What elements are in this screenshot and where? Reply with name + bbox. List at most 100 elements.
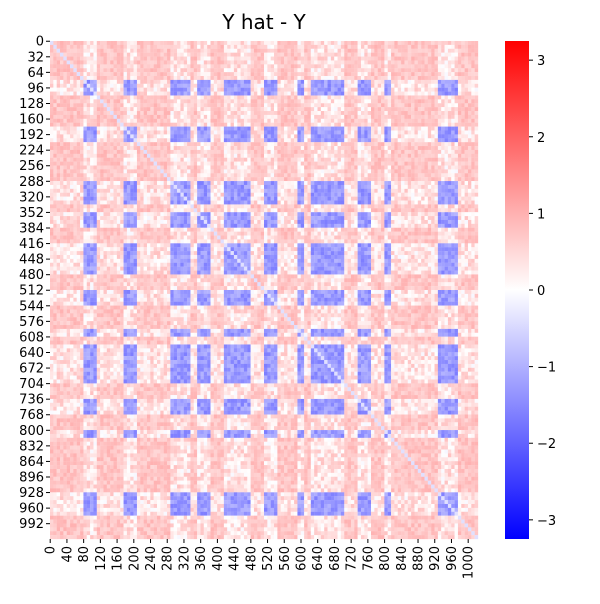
heatmap-cell <box>294 181 297 185</box>
heatmap-cell <box>211 45 214 49</box>
heatmap-cell <box>194 130 197 134</box>
heatmap-cell <box>150 72 153 76</box>
heatmap-cell <box>50 68 53 72</box>
heatmap-cell <box>224 142 227 146</box>
heatmap-cell <box>77 154 80 158</box>
heatmap-cell <box>144 134 147 138</box>
heatmap-cell <box>120 107 123 111</box>
heatmap-cell <box>344 134 347 138</box>
heatmap-cell <box>411 45 414 49</box>
heatmap-cell <box>441 166 444 170</box>
heatmap-cell <box>304 41 307 45</box>
heatmap-cell <box>468 92 471 96</box>
heatmap-cell <box>374 150 377 154</box>
heatmap-cell <box>304 150 307 154</box>
heatmap-cell <box>334 76 337 80</box>
heatmap-cell <box>287 53 290 57</box>
heatmap-cell <box>378 162 381 166</box>
heatmap-cell <box>107 173 110 177</box>
heatmap-cell <box>147 142 150 146</box>
heatmap-cell <box>87 107 90 111</box>
heatmap-cell <box>441 158 444 162</box>
heatmap-cell <box>438 138 441 142</box>
heatmap-cell <box>334 64 337 68</box>
heatmap-cell <box>247 64 250 68</box>
heatmap-cell <box>307 185 310 189</box>
heatmap-cell <box>261 45 264 49</box>
heatmap-cell <box>100 92 103 96</box>
heatmap-cell <box>398 166 401 170</box>
heatmap-cell <box>174 76 177 80</box>
heatmap-cell <box>144 142 147 146</box>
heatmap-cell <box>73 127 76 131</box>
heatmap-cell <box>471 166 474 170</box>
heatmap-cell <box>221 115 224 119</box>
heatmap-cell <box>331 72 334 76</box>
heatmap-cell <box>364 45 367 49</box>
heatmap-cell <box>291 127 294 131</box>
heatmap-cell <box>431 68 434 72</box>
heatmap-cell <box>70 189 73 193</box>
heatmap-cell <box>324 185 327 189</box>
heatmap-cell <box>63 173 66 177</box>
heatmap-cell <box>368 80 371 84</box>
heatmap-cell <box>301 84 304 88</box>
heatmap-cell <box>368 130 371 134</box>
heatmap-cell <box>90 60 93 64</box>
heatmap-cell <box>328 130 331 134</box>
heatmap-cell <box>224 123 227 127</box>
heatmap-cell <box>174 181 177 185</box>
heatmap-cell <box>53 72 56 76</box>
heatmap-cell <box>388 88 391 92</box>
heatmap-cell <box>247 103 250 107</box>
heatmap-cell <box>445 169 448 173</box>
heatmap-cell <box>311 92 314 96</box>
heatmap-cell <box>414 146 417 150</box>
heatmap-cell <box>90 107 93 111</box>
heatmap-cell <box>234 45 237 49</box>
heatmap-cell <box>284 92 287 96</box>
heatmap-cell <box>331 169 334 173</box>
heatmap-cell <box>267 53 270 57</box>
heatmap-cell <box>160 166 163 170</box>
heatmap-cell <box>207 68 210 72</box>
heatmap-cell <box>214 53 217 57</box>
heatmap-cell <box>314 169 317 173</box>
heatmap-cell <box>374 107 377 111</box>
heatmap-cell <box>100 53 103 57</box>
heatmap-cell <box>277 146 280 150</box>
heatmap-cell <box>224 127 227 131</box>
heatmap-cell <box>408 177 411 181</box>
heatmap-cell <box>334 189 337 193</box>
heatmap-cell <box>187 107 190 111</box>
heatmap-cell <box>190 169 193 173</box>
heatmap-cell <box>277 84 280 88</box>
heatmap-cell <box>388 107 391 111</box>
heatmap-cell <box>458 72 461 76</box>
heatmap-cell <box>348 173 351 177</box>
heatmap-cell <box>157 41 160 45</box>
heatmap-cell <box>294 45 297 49</box>
heatmap-cell <box>411 123 414 127</box>
heatmap-cell <box>93 130 96 134</box>
heatmap-cell <box>431 130 434 134</box>
heatmap-cell <box>468 111 471 115</box>
heatmap-cell <box>428 92 431 96</box>
heatmap-cell <box>267 103 270 107</box>
heatmap-cell <box>60 115 63 119</box>
heatmap-cell <box>435 49 438 53</box>
heatmap-cell <box>331 177 334 181</box>
heatmap-cell <box>261 107 264 111</box>
heatmap-cell <box>324 146 327 150</box>
heatmap-cell <box>251 68 254 72</box>
heatmap-cell <box>114 64 117 68</box>
heatmap-cell <box>287 107 290 111</box>
heatmap-cell <box>190 68 193 72</box>
heatmap-cell <box>374 169 377 173</box>
heatmap-cell <box>455 57 458 61</box>
heatmap-cell <box>104 45 107 49</box>
heatmap-cell <box>170 189 173 193</box>
heatmap-cell <box>431 177 434 181</box>
heatmap-cell <box>328 92 331 96</box>
heatmap-cell <box>391 115 394 119</box>
